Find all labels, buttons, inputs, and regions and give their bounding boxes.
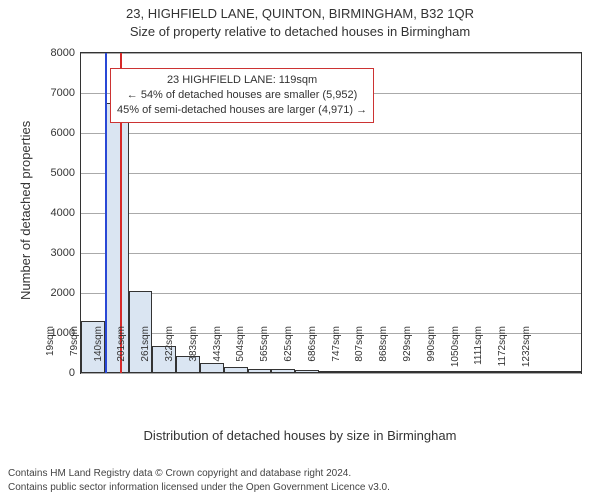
histogram-bar xyxy=(557,371,581,373)
footer-line-1: Contains HM Land Registry data © Crown c… xyxy=(8,467,592,481)
x-tick-label: 565sqm xyxy=(259,326,270,376)
x-tick-label: 747sqm xyxy=(331,326,342,376)
y-gridline xyxy=(81,173,581,174)
x-axis-label: Distribution of detached houses by size … xyxy=(0,428,600,443)
footer-line-2: Contains public sector information licen… xyxy=(8,481,592,495)
y-gridline xyxy=(81,213,581,214)
x-tick-label: 443sqm xyxy=(212,326,223,376)
x-tick-label: 625sqm xyxy=(283,326,294,376)
y-tick-label: 8000 xyxy=(41,48,75,59)
annotation-line-2: ← 54% of detached houses are smaller (5,… xyxy=(117,88,367,103)
x-tick-label: 1172sqm xyxy=(497,326,508,376)
x-tick-label: 807sqm xyxy=(354,326,365,376)
x-tick-label: 201sqm xyxy=(116,326,127,376)
x-tick-label: 261sqm xyxy=(140,326,151,376)
annotation-box: 23 HIGHFIELD LANE: 119sqm ← 54% of detac… xyxy=(110,68,374,123)
x-tick-label: 79sqm xyxy=(69,326,80,376)
x-tick-label: 1111sqm xyxy=(473,326,484,376)
title-line-2: Size of property relative to detached ho… xyxy=(0,24,600,39)
x-tick-label: 1232sqm xyxy=(521,326,532,376)
y-axis-label: Number of detached properties xyxy=(18,121,33,300)
title-line-1: 23, HIGHFIELD LANE, QUINTON, BIRMINGHAM,… xyxy=(0,6,600,21)
x-tick-label: 990sqm xyxy=(426,326,437,376)
x-tick-label: 868sqm xyxy=(378,326,389,376)
y-gridline xyxy=(81,133,581,134)
y-gridline xyxy=(81,253,581,254)
x-tick-label: 504sqm xyxy=(235,326,246,376)
annotation-line-3: 45% of semi-detached houses are larger (… xyxy=(117,103,367,118)
x-tick-label: 322sqm xyxy=(164,326,175,376)
y-tick-label: 5000 xyxy=(41,168,75,179)
x-tick-label: 1050sqm xyxy=(450,326,461,376)
footer-attribution: Contains HM Land Registry data © Crown c… xyxy=(8,467,592,494)
y-tick-label: 3000 xyxy=(41,248,75,259)
x-tick-label: 140sqm xyxy=(93,326,104,376)
x-tick-label: 383sqm xyxy=(188,326,199,376)
x-tick-label: 929sqm xyxy=(402,326,413,376)
x-tick-label: 686sqm xyxy=(307,326,318,376)
y-tick-label: 2000 xyxy=(41,288,75,299)
detached-smaller-line xyxy=(105,53,107,373)
y-tick-label: 6000 xyxy=(41,128,75,139)
x-tick-label: 19sqm xyxy=(45,326,56,376)
annotation-line-1: 23 HIGHFIELD LANE: 119sqm xyxy=(117,73,367,88)
y-gridline xyxy=(81,293,581,294)
y-gridline xyxy=(81,53,581,54)
histogram-bar xyxy=(533,371,557,373)
y-tick-label: 4000 xyxy=(41,208,75,219)
y-tick-label: 7000 xyxy=(41,88,75,99)
